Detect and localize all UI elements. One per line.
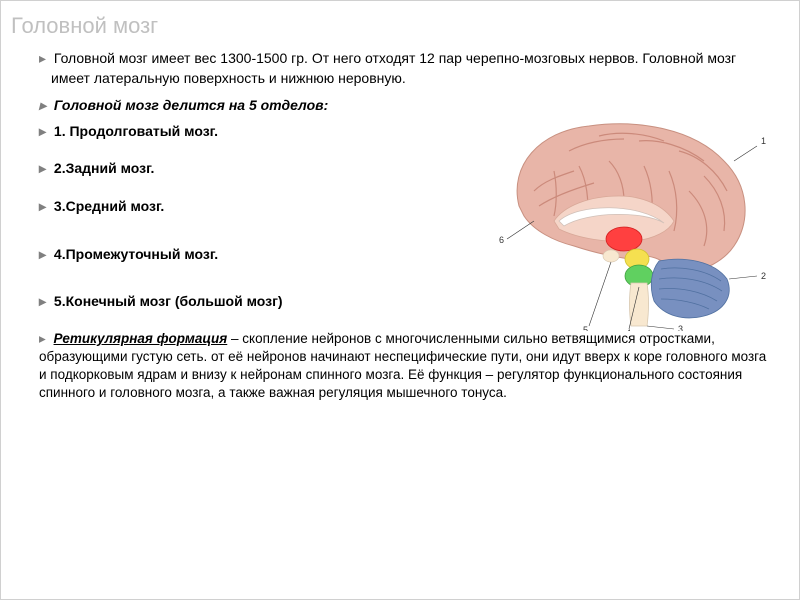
label-1: 1 xyxy=(761,136,766,146)
definition-label: Ретикулярная формация xyxy=(54,331,228,346)
intro-paragraph: Головной мозг имеет вес 1300-1500 гр. От… xyxy=(31,49,769,88)
label-3: 3 xyxy=(678,324,683,331)
hypothalamus xyxy=(603,250,619,262)
label-2: 2 xyxy=(761,271,766,281)
label-4: 4 xyxy=(626,328,631,331)
page-title: Головной мозг xyxy=(11,13,769,39)
definition-paragraph: Ретикулярная формация – скопление нейрон… xyxy=(31,330,769,403)
cerebellum xyxy=(651,259,729,318)
brain-diagram: 1 2 3 4 5 6 xyxy=(479,111,769,331)
label-6: 6 xyxy=(499,235,504,245)
intro-text: Головной мозг имеет вес 1300-1500 гр. От… xyxy=(51,50,736,86)
thalamus xyxy=(606,227,642,251)
label-5: 5 xyxy=(583,325,588,331)
medulla xyxy=(630,283,649,326)
brain-svg: 1 2 3 4 5 6 xyxy=(479,111,769,331)
